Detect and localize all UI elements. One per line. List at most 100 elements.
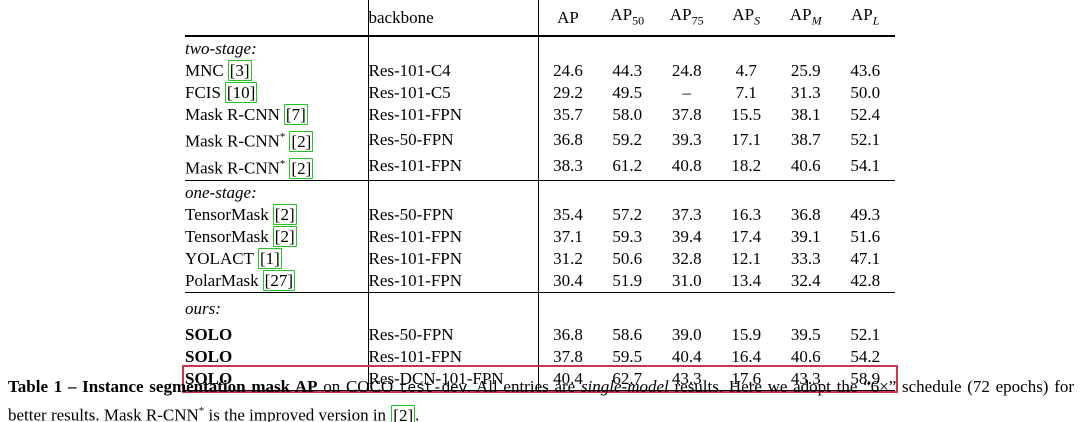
backbone-cell: Res-101-C5 <box>367 82 538 105</box>
section-label-row: one-stage: <box>185 179 895 204</box>
metric-cell: 24.8 <box>671 61 702 81</box>
header-backbone: backbone <box>367 0 538 38</box>
section-label-row: two-stage: <box>185 36 896 61</box>
metric-cell: 44.3 <box>612 61 643 81</box>
empty-cell <box>367 36 538 61</box>
metric-cell: 17.4 <box>731 226 762 246</box>
metric-cell: 62.7 <box>597 367 657 391</box>
caption-text: . All entries are <box>466 377 581 396</box>
metric-cell: 47.1 <box>850 248 881 268</box>
metric-cell: 61.2 <box>612 156 643 176</box>
empty-cell <box>597 291 657 324</box>
metric-cell: 17.1 <box>731 129 762 149</box>
table-caption: Table 1 – Instance segmentation mask AP … <box>8 375 1074 422</box>
metric-cell: 16.3 <box>731 204 762 224</box>
metric-cell: 58.9 <box>835 367 895 391</box>
empty-cell <box>716 179 776 204</box>
metric-cell: 43.6 <box>850 61 881 81</box>
method-cell: MNC [3] <box>185 60 368 82</box>
empty-cell <box>537 291 598 324</box>
metric-cell: 37.8 <box>671 105 702 125</box>
metric-cell: 15.9 <box>731 324 762 344</box>
metric-subscript: S <box>754 13 761 28</box>
section-label-row: ours: <box>185 291 895 324</box>
metric-cell: 43.3 <box>657 367 717 391</box>
improved-star: * <box>279 131 286 144</box>
header-empty-cell <box>185 0 368 38</box>
metric-cell: 37.8 <box>537 345 598 368</box>
method-cell: SOLO <box>185 324 368 346</box>
table-row: MNC [3] Res-101-C4 24.6 44.3 24.8 4.7 25.9 43.6 <box>185 60 895 83</box>
metric-cell: 38.3 <box>537 153 598 181</box>
method-name: PolarMask <box>185 270 259 290</box>
citation-link[interactable]: [3] <box>227 60 252 82</box>
metric-cell: 39.4 <box>671 226 702 246</box>
citation-link[interactable]: [10] <box>224 82 258 104</box>
section-label: two-stage: <box>185 39 257 59</box>
backbone-cell: Res-101-FPN <box>367 153 538 181</box>
method-name: SOLO <box>185 324 233 344</box>
method-cell: TensorMask [2] <box>185 203 368 226</box>
metric-subscript: M <box>811 13 822 28</box>
citation-link[interactable]: [2] <box>272 225 297 247</box>
metric-cell: – <box>682 83 692 103</box>
table-header-row: backbone AP AP50 AP75 APS APM APL <box>185 0 895 38</box>
metric-cell: 58.0 <box>612 105 643 125</box>
metric-cell: 13.4 <box>731 270 762 290</box>
backbone-cell: Res-50-FPN <box>367 203 538 226</box>
method-name: Mask R-CNN <box>185 105 280 125</box>
empty-cell <box>716 291 776 324</box>
citation-link[interactable]: [7] <box>283 104 308 126</box>
method-cell: Mask R-CNN* [2] <box>185 126 368 153</box>
method-name: SOLO <box>185 346 233 366</box>
metric-cell: 32.8 <box>671 248 702 268</box>
caption-text: results. Here we adopt the “6×” schedule… <box>8 377 1075 422</box>
method-cell: YOLACT [1] <box>185 247 368 270</box>
citation-link[interactable]: [2] <box>289 131 314 153</box>
backbone-cell: Res-101-FPN <box>367 104 538 127</box>
empty-cell <box>657 179 717 204</box>
method-name: MNC <box>185 61 224 81</box>
backbone-cell: Res-101-C4 <box>367 60 538 83</box>
metric-cell: 40.6 <box>790 346 821 366</box>
empty-cell <box>367 179 538 204</box>
table-row: YOLACT [1] Res-101-FPN 31.2 50.6 32.8 12.1 33.3… <box>185 247 895 270</box>
metric-cell: 59.5 <box>612 346 643 366</box>
method-cell: SOLO <box>185 346 368 368</box>
metric-cell: 24.6 <box>537 60 598 83</box>
method-cell: TensorMask [2] <box>185 225 368 248</box>
metric-subscript: 50 <box>632 13 645 28</box>
metric-cell: 49.5 <box>612 83 643 103</box>
metric-cell: 40.6 <box>790 156 821 176</box>
improved-star: * <box>279 158 286 171</box>
citation-link[interactable]: [2] <box>272 203 297 225</box>
citation-link[interactable]: [27] <box>262 269 295 291</box>
results-table: backbone AP AP50 AP75 APS APM APL two-stage: MNC… <box>182 0 898 394</box>
citation-link[interactable]: [2] <box>391 404 416 422</box>
metric-cell: 39.5 <box>790 324 821 344</box>
method-name: TensorMask <box>185 226 269 246</box>
empty-cell <box>836 36 896 60</box>
metric-cell: 40.8 <box>671 156 702 176</box>
citation-link[interactable]: [1] <box>257 247 282 269</box>
metric-cell: 42.8 <box>850 270 881 290</box>
section-label: one-stage: <box>185 179 368 204</box>
method-name: SOLO <box>185 368 233 388</box>
metric-cell: 52.4 <box>850 105 881 125</box>
metric-cell: 54.2 <box>850 346 881 366</box>
metric-cell: 18.2 <box>731 156 762 176</box>
metric-cell: 51.6 <box>850 226 881 246</box>
metric-cell: 52.1 <box>850 129 881 149</box>
table-row: TensorMask [2] Res-50-FPN 35.4 57.2 37.3 16.3 3… <box>185 203 895 226</box>
metric-cell: 33.3 <box>790 248 821 268</box>
metric-cell: 35.7 <box>537 104 598 127</box>
metric-cell: 36.8 <box>790 204 821 224</box>
empty-cell <box>717 36 777 60</box>
header-metric: AP <box>537 0 598 38</box>
empty-cell <box>835 179 895 204</box>
citation-link[interactable]: [2] <box>289 157 314 179</box>
backbone-cell: Res-DCN-101-FPN <box>367 367 538 391</box>
metric-cell: 57.2 <box>612 204 643 224</box>
method-cell: SOLO <box>185 367 368 391</box>
